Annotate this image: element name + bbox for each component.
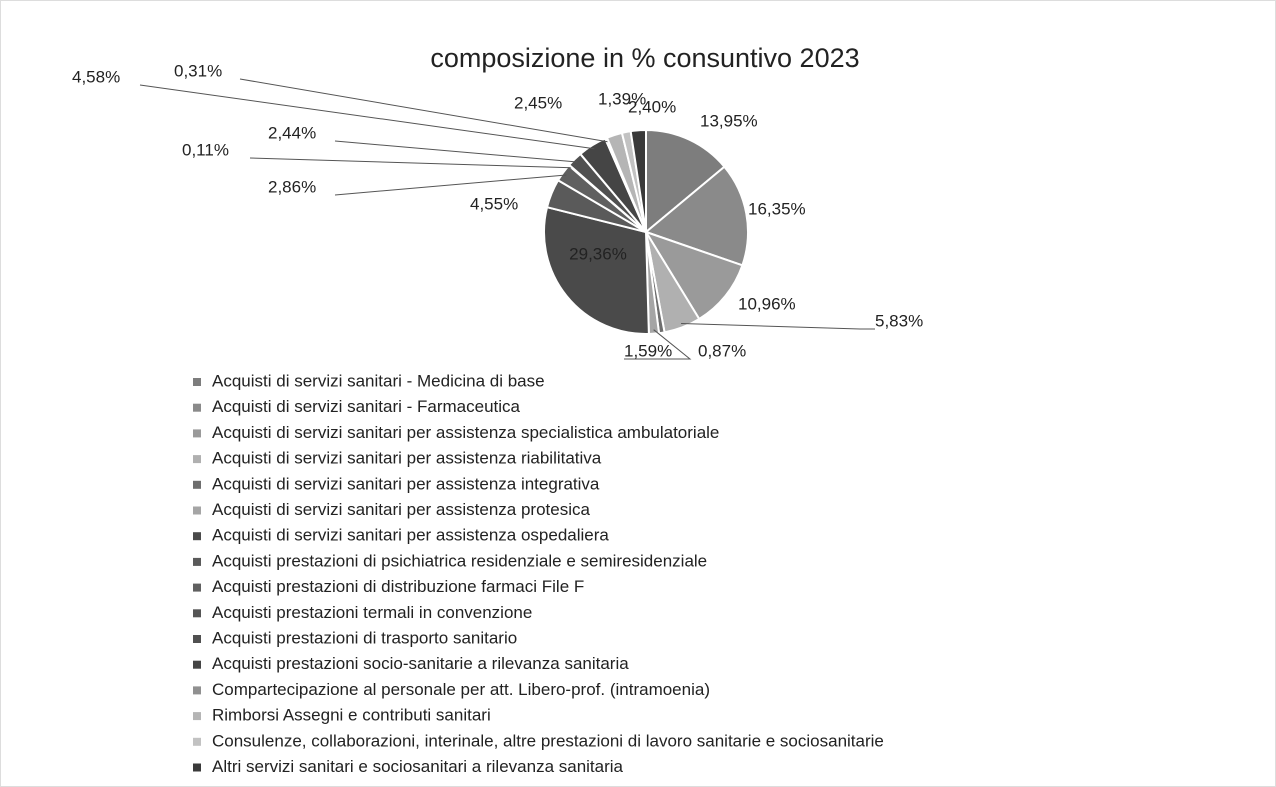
chart-title: composizione in % consuntivo 2023 [430, 43, 859, 73]
legend-label: Compartecipazione al personale per att. … [212, 680, 710, 699]
leader-line [249, 157, 572, 169]
legend-label: Acquisti prestazioni di trasporto sanita… [212, 628, 517, 647]
data-label: 29,36% [569, 244, 627, 263]
legend-swatch [193, 429, 201, 438]
legend-swatch [193, 455, 201, 464]
legend-swatch [193, 712, 201, 721]
legend-swatch [193, 506, 201, 515]
legend-swatch [193, 583, 201, 592]
data-label: 16,35% [748, 199, 806, 218]
leader-line [334, 140, 578, 163]
legend-swatch [193, 763, 201, 772]
legend-label: Acquisti di servizi sanitari per assiste… [212, 449, 602, 468]
legend-swatch [193, 609, 201, 618]
legend-label: Acquisti prestazioni socio-sanitarie a r… [212, 654, 629, 673]
legend-swatch [193, 378, 201, 386]
data-label: 1,59% [624, 341, 672, 360]
leader-line [139, 84, 595, 150]
data-label: 4,55% [470, 194, 518, 213]
leader-line [239, 78, 608, 143]
legend-label: Acquisti di servizi sanitari per assiste… [212, 474, 600, 493]
data-label: 5,83% [875, 311, 923, 330]
legend-label: Acquisti di servizi sanitari - Farmaceut… [212, 397, 521, 416]
legend-label: Altri servizi sanitari e sociosanitari a… [212, 757, 624, 776]
legend-label: Acquisti di servizi sanitari - Medicina … [212, 371, 545, 390]
legend-swatch [193, 660, 201, 669]
legend-swatch [193, 480, 201, 489]
legend-label: Acquisti di servizi sanitari per assiste… [212, 423, 719, 442]
data-label: 0,31% [174, 61, 222, 80]
legend-swatch [193, 557, 201, 566]
data-label: 10,96% [738, 294, 796, 313]
leader-line [681, 323, 875, 330]
pie-slice [645, 128, 726, 235]
data-label: 2,45% [514, 93, 562, 112]
legend-label: Rimborsi Assegni e contributi sanitari [212, 706, 491, 725]
data-label: 13,95% [700, 111, 758, 130]
data-label: 2,44% [268, 123, 316, 142]
legend-swatch [193, 635, 201, 643]
data-label: 2,40% [628, 97, 676, 116]
data-label: 0,87% [698, 341, 746, 360]
legend-swatch [193, 403, 201, 412]
legend-label: Acquisti prestazioni termali in convenzi… [212, 603, 532, 622]
legend-swatch [193, 737, 201, 746]
leader-line [334, 174, 567, 196]
pie-slice [543, 205, 650, 335]
leader-line [624, 329, 692, 360]
legend-label: Acquisti prestazioni di distribuzione fa… [212, 577, 584, 596]
data-label: 4,58% [72, 67, 120, 86]
pie-slice [629, 128, 647, 233]
legend-swatch [193, 532, 201, 541]
legend-label: Acquisti di servizi sanitari per assiste… [212, 500, 590, 519]
data-label: 1,39% [598, 89, 646, 108]
pie-slice [643, 230, 744, 321]
legend-label: Acquisti di servizi sanitari per assiste… [212, 526, 609, 545]
data-label: 2,86% [268, 177, 316, 196]
legend-label: Acquisti prestazioni di psichiatrica res… [212, 551, 707, 570]
legend-swatch [193, 686, 201, 695]
data-label: 0,11% [182, 140, 229, 159]
legend-label: Consulenze, collaborazioni, interinale, … [212, 731, 884, 750]
